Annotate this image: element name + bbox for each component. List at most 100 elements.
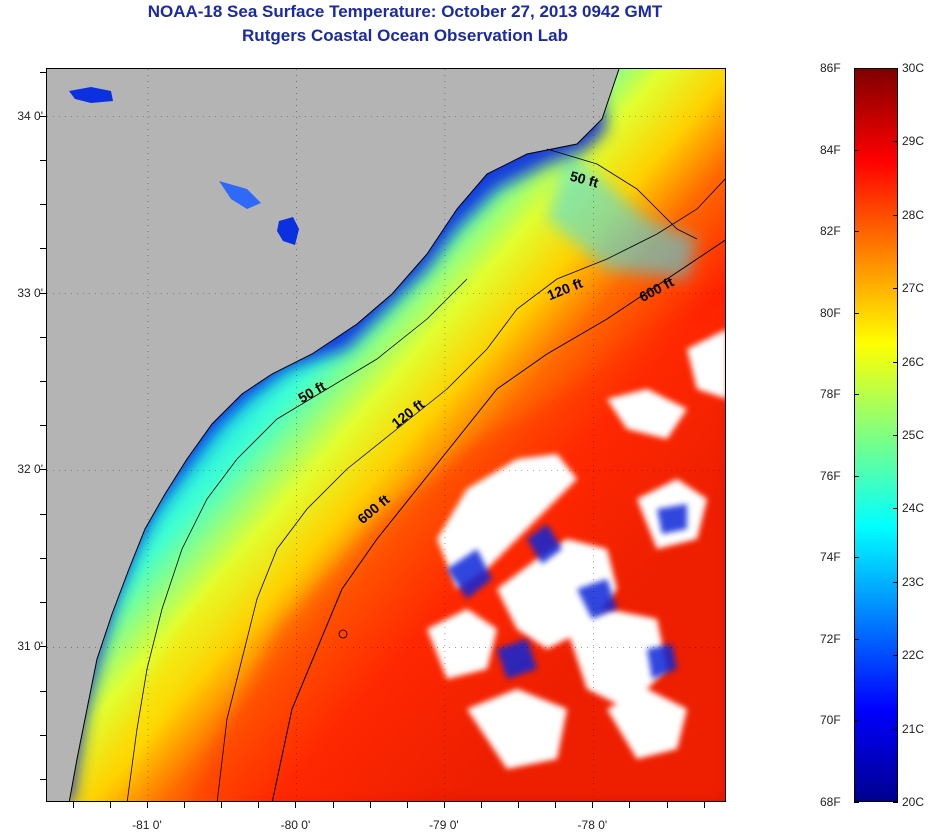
contour-50ft-south — [126, 278, 468, 801]
latitude-tick-label: 34 0' — [17, 108, 43, 123]
celsius-tick-label: 21C — [902, 721, 925, 736]
longitude-tick — [406, 802, 408, 808]
latitude-tick — [40, 115, 46, 117]
inland-lake — [277, 217, 299, 245]
latitude-tick — [40, 292, 46, 294]
celsius-tick-label: 29C — [902, 134, 925, 149]
celsius-tick — [893, 141, 898, 143]
celsius-tick — [893, 68, 898, 69]
latitude-tick — [40, 71, 46, 73]
longitude-tick — [666, 802, 668, 808]
celsius-tick — [893, 581, 898, 583]
fahrenheit-tick-label: 84F — [820, 142, 841, 157]
latitude-tick — [40, 779, 46, 780]
fahrenheit-tick — [854, 231, 859, 233]
longitude-tick-label: -81 0' — [132, 818, 162, 832]
fahrenheit-tick-label: 82F — [820, 224, 841, 239]
celsius-tick — [893, 728, 898, 730]
celsius-tick-label: 27C — [902, 281, 925, 296]
latitude-tick — [40, 381, 46, 383]
cloud-edge-artifacts — [447, 504, 687, 679]
celsius-tick — [893, 508, 898, 510]
latitude-tick — [40, 513, 46, 515]
latitude-tick — [40, 690, 46, 692]
temperature-colorbar — [854, 68, 898, 802]
latitude-tick — [40, 469, 46, 471]
latitude-tick — [40, 159, 46, 161]
inland-lake — [219, 181, 261, 209]
fahrenheit-tick — [854, 394, 859, 396]
latitude-tick — [40, 602, 46, 604]
fahrenheit-tick-label: 72F — [820, 631, 841, 646]
inland-lake — [69, 87, 113, 103]
longitude-tick — [184, 802, 186, 808]
longitude-tick — [258, 802, 260, 808]
longitude-tick — [369, 802, 371, 808]
celsius-tick — [893, 802, 898, 803]
celsius-tick — [893, 214, 898, 216]
longitude-tick — [72, 802, 74, 808]
fahrenheit-tick — [854, 149, 859, 151]
longitude-tick-label: -79 0' — [429, 818, 459, 832]
celsius-tick — [893, 361, 898, 363]
celsius-tick — [893, 655, 898, 657]
map-title: NOAA-18 Sea Surface Temperature: October… — [147, 2, 663, 21]
latitude-tick — [40, 557, 46, 559]
fahrenheit-tick — [854, 638, 859, 640]
longitude-tick — [592, 802, 594, 808]
fahrenheit-tick — [854, 312, 859, 314]
latitude-tick-label: 32 0' — [17, 462, 43, 477]
celsius-tick-label: 24C — [902, 501, 925, 516]
fahrenheit-tick-label: 86F — [820, 61, 841, 75]
celsius-tick-label: 30C — [902, 61, 925, 75]
latitude-tick — [40, 425, 46, 427]
fahrenheit-tick — [854, 802, 859, 803]
graticule — [47, 69, 725, 801]
celsius-tick-label: 22C — [902, 648, 925, 663]
latitude-tick — [40, 734, 46, 736]
celsius-tick-label: 23C — [902, 574, 925, 589]
longitude-tick — [146, 802, 148, 808]
longitude-tick — [518, 802, 520, 808]
celsius-tick — [893, 288, 898, 290]
contour-600ft — [271, 239, 725, 801]
longitude-tick — [481, 802, 483, 808]
latitude-tick — [40, 336, 46, 338]
longitude-tick-label: -78 0' — [577, 818, 608, 832]
fahrenheit-tick — [854, 720, 859, 722]
sst-map[interactable]: 50 ft 120 ft 600 ft 50 ft 120 ft 600 ft — [46, 68, 726, 802]
longitude-tick — [295, 802, 297, 808]
contour-120ft — [216, 178, 725, 801]
cold-plume — [547, 149, 697, 279]
celsius-tick — [893, 435, 898, 436]
fahrenheit-tick — [854, 68, 859, 69]
fahrenheit-tick-label: 78F — [820, 387, 841, 402]
contour-50ft-north — [546, 148, 698, 240]
longitude-tick — [555, 802, 557, 808]
latitude-tick — [40, 248, 46, 250]
latitude-tick-label: 33 0' — [17, 285, 43, 300]
longitude-tick — [629, 802, 631, 808]
longitude-tick — [703, 802, 705, 808]
land-mass — [47, 69, 619, 801]
fahrenheit-tick-label: 70F — [820, 713, 841, 728]
longitude-tick — [109, 802, 111, 808]
celsius-tick-label: 20C — [902, 795, 925, 809]
latitude-tick — [40, 646, 46, 648]
fahrenheit-tick-label: 80F — [820, 305, 841, 320]
latitude-tick — [40, 204, 46, 206]
celsius-tick-label: 28C — [902, 207, 925, 222]
longitude-tick — [332, 802, 334, 808]
longitude-tick — [221, 802, 223, 808]
map-subtitle: Rutgers Coastal Ocean Observation Lab — [242, 26, 568, 45]
fahrenheit-tick-label: 74F — [820, 550, 841, 565]
celsius-tick-label: 25C — [902, 428, 925, 442]
latitude-tick-label: 31 0' — [17, 639, 43, 654]
fahrenheit-tick-label: 76F — [820, 468, 841, 483]
fahrenheit-tick — [854, 475, 859, 477]
contour-600ft-loop — [338, 629, 348, 639]
longitude-tick — [443, 802, 445, 808]
coastal-warm-band — [107, 549, 247, 801]
cloud-cover — [427, 330, 725, 769]
